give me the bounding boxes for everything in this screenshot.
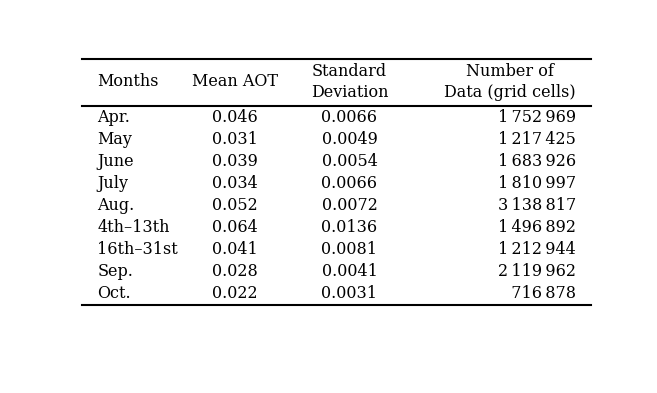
Text: Apr.: Apr. (97, 109, 130, 126)
Text: 0.0072: 0.0072 (321, 197, 377, 214)
Text: 4th–13th: 4th–13th (97, 219, 170, 236)
Text: 16th–31st: 16th–31st (97, 241, 178, 258)
Text: 2 119 962: 2 119 962 (498, 263, 576, 280)
Text: 0.0066: 0.0066 (321, 175, 377, 192)
Text: 0.064: 0.064 (212, 219, 258, 236)
Text: Sep.: Sep. (97, 263, 133, 280)
Text: 716 878: 716 878 (508, 285, 576, 303)
Text: 1 217 425: 1 217 425 (498, 131, 576, 148)
Text: Mean AOT: Mean AOT (192, 73, 278, 90)
Text: Oct.: Oct. (97, 285, 131, 303)
Text: July: July (97, 175, 128, 192)
Text: 1 752 969: 1 752 969 (498, 109, 576, 126)
Text: 0.028: 0.028 (212, 263, 258, 280)
Text: 0.0136: 0.0136 (321, 219, 378, 236)
Text: June: June (97, 153, 134, 170)
Text: 0.039: 0.039 (212, 153, 258, 170)
Text: 0.046: 0.046 (212, 109, 258, 126)
Text: 0.0066: 0.0066 (321, 109, 377, 126)
Text: 0.041: 0.041 (212, 241, 258, 258)
Text: 0.031: 0.031 (212, 131, 258, 148)
Text: Aug.: Aug. (97, 197, 135, 214)
Text: 0.0041: 0.0041 (321, 263, 377, 280)
Text: 3 138 817: 3 138 817 (498, 197, 576, 214)
Text: Number of
Data (grid cells): Number of Data (grid cells) (444, 63, 576, 101)
Text: 0.0031: 0.0031 (321, 285, 377, 303)
Text: 1 212 944: 1 212 944 (498, 241, 576, 258)
Text: 1 810 997: 1 810 997 (498, 175, 576, 192)
Text: 0.022: 0.022 (212, 285, 258, 303)
Text: 0.052: 0.052 (212, 197, 258, 214)
Text: 0.0054: 0.0054 (321, 153, 377, 170)
Text: 0.034: 0.034 (212, 175, 258, 192)
Text: May: May (97, 131, 132, 148)
Text: 1 683 926: 1 683 926 (498, 153, 576, 170)
Text: Months: Months (97, 73, 159, 90)
Text: Standard
Deviation: Standard Deviation (311, 63, 388, 101)
Text: 0.0049: 0.0049 (321, 131, 377, 148)
Text: 0.0081: 0.0081 (321, 241, 377, 258)
Text: 1 496 892: 1 496 892 (498, 219, 576, 236)
